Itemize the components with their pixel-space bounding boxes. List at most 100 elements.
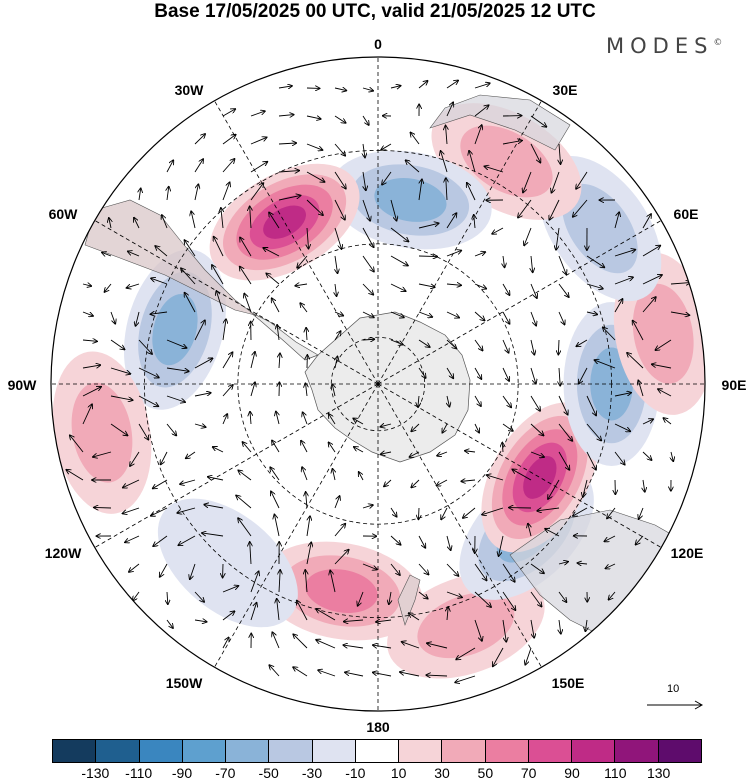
wind-arrow xyxy=(642,297,656,313)
wind-arrow xyxy=(129,563,140,572)
wind-arrow xyxy=(512,469,532,481)
wind-arrow xyxy=(627,353,644,369)
wind-arrow xyxy=(474,252,485,257)
wind-arrow xyxy=(502,367,509,381)
wind-arrow xyxy=(474,619,482,641)
colorbar-segment xyxy=(269,740,313,762)
colorbar-segment xyxy=(355,740,400,762)
wind-arrow xyxy=(222,414,227,425)
wind-arrow xyxy=(301,441,308,453)
wind-arrow xyxy=(558,255,566,274)
wind-arrow xyxy=(276,412,279,425)
wind-arrow xyxy=(306,143,323,150)
wind-arrow xyxy=(499,535,504,556)
wind-arrow xyxy=(329,414,336,425)
wind-arrow xyxy=(474,423,479,433)
wind-arrow xyxy=(270,467,280,481)
wind-arrow xyxy=(344,620,364,622)
wind-arrow xyxy=(297,255,308,268)
wind-arrow xyxy=(603,327,616,341)
wind-arrow xyxy=(329,442,336,453)
wind-arrow xyxy=(306,383,307,397)
wind-arrow xyxy=(250,382,255,397)
wind-arrow xyxy=(400,672,420,677)
wind-arrow xyxy=(376,620,392,622)
wind-arrow xyxy=(639,507,644,519)
wind-arrow xyxy=(502,339,509,353)
wind-arrow xyxy=(446,367,453,378)
wind-arrow xyxy=(216,291,224,313)
wind-arrow xyxy=(493,647,504,666)
modes-logo: MODES© xyxy=(606,34,722,58)
wind-arrow xyxy=(238,518,252,537)
wind-arrow xyxy=(642,246,660,257)
wind-arrow xyxy=(136,311,140,326)
wind-arrow xyxy=(446,339,456,349)
wind-arrow xyxy=(250,137,267,145)
wind-arrow xyxy=(362,505,373,508)
wind-arrow xyxy=(274,514,280,537)
wind-arrow xyxy=(556,227,560,250)
wind-arrow xyxy=(390,86,401,88)
wind-arrow xyxy=(530,563,544,573)
wind-arrow xyxy=(306,116,321,119)
lon-label-120e: 120E xyxy=(670,545,704,561)
wind-arrow xyxy=(530,311,536,326)
wind-arrow xyxy=(502,563,515,582)
wind-arrow xyxy=(362,255,374,272)
wind-arrow xyxy=(402,642,420,649)
wind-arrow xyxy=(334,227,342,249)
wind-arrow xyxy=(153,535,168,546)
anomaly-contour xyxy=(632,283,694,384)
colorbar-tick-label: 50 xyxy=(477,765,494,781)
wind-arrow xyxy=(474,311,485,320)
colorbar-tick-label: -110 xyxy=(125,765,153,781)
wind-arrow xyxy=(523,171,532,192)
wind-arrow xyxy=(240,237,252,257)
wind-arrow xyxy=(266,273,280,285)
wind-arrow xyxy=(446,591,462,597)
wind-arrow xyxy=(250,206,251,229)
lon-label-30e: 30E xyxy=(552,82,578,98)
anomaly-contour xyxy=(523,456,557,499)
wind-arrow xyxy=(184,240,196,257)
wind-arrow xyxy=(194,358,212,369)
wind-arrow xyxy=(455,675,476,682)
latitude-circle xyxy=(330,336,426,432)
wind-arrow xyxy=(272,298,280,313)
wind-arrow xyxy=(151,312,168,314)
wind-arrow xyxy=(222,159,235,173)
colorbar-segment xyxy=(572,740,616,762)
wind-arrow xyxy=(272,632,280,649)
wind-arrow xyxy=(139,188,141,201)
wind-arrow xyxy=(334,199,345,220)
wind-arrow xyxy=(427,643,448,649)
colorbar-tick-label: -90 xyxy=(171,765,193,781)
wind-arrow xyxy=(279,570,280,593)
wind-arrow xyxy=(277,599,279,621)
wind-arrow xyxy=(334,115,346,123)
wind-arrow xyxy=(334,143,345,156)
wind-arrow xyxy=(186,451,196,458)
wind-vectors xyxy=(66,80,690,682)
wind-arrow xyxy=(577,563,588,564)
wind-arrow xyxy=(335,283,337,296)
anomaly-contour xyxy=(71,382,133,483)
wind-arrow xyxy=(531,255,533,272)
wind-arrow xyxy=(160,563,168,577)
wind-arrow xyxy=(358,591,364,606)
wind-arrow xyxy=(586,395,596,415)
wind-arrow xyxy=(474,339,483,351)
wind-arrow xyxy=(362,563,377,569)
wind-arrow xyxy=(334,496,340,509)
wind-arrow xyxy=(272,440,280,453)
wind-arrow xyxy=(278,143,296,144)
wind-arrow xyxy=(212,265,224,285)
wind-arrow xyxy=(194,424,206,427)
wind-arrow xyxy=(362,88,373,91)
wind-arrow xyxy=(278,115,294,116)
wind-arrow xyxy=(390,311,404,317)
wind-arrow xyxy=(194,393,211,397)
wind-arrow xyxy=(93,451,112,457)
wind-arrow xyxy=(604,535,616,541)
